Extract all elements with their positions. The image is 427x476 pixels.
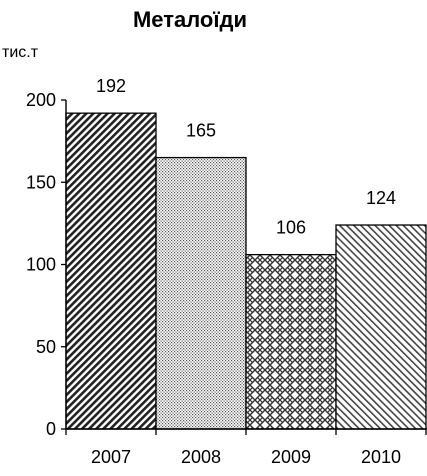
- x-ticks-group: 2007 2008 2009 2010: [65, 429, 427, 467]
- x-tick-label-2008: 2008: [181, 447, 221, 467]
- bar-2008: [155, 156, 247, 430]
- x-tick-label-2009: 2009: [271, 447, 311, 467]
- y-axis-unit-label: тис.т: [2, 44, 39, 61]
- y-tick-label-0: 0: [46, 419, 56, 439]
- bar-2010: [335, 224, 427, 430]
- bar-2007: [65, 112, 157, 430]
- x-tick-label-2007: 2007: [91, 447, 131, 467]
- y-tick-label-50: 50: [36, 337, 56, 357]
- data-labels-group: 192 165 106 124: [96, 76, 396, 237]
- x-tick-label-2010: 2010: [361, 447, 401, 467]
- bars-group: [65, 112, 427, 430]
- y-tick-label-150: 150: [26, 172, 56, 192]
- bar-2009: [245, 253, 337, 430]
- data-label-2007: 192: [96, 76, 126, 96]
- chart-title: Металоїди: [133, 7, 247, 32]
- y-tick-label-100: 100: [26, 255, 56, 275]
- y-tick-label-200: 200: [26, 90, 56, 110]
- data-label-2010: 124: [366, 188, 396, 208]
- data-label-2008: 165: [186, 121, 216, 141]
- y-ticks-group: 0 50 100 150 200: [26, 90, 66, 439]
- data-label-2009: 106: [276, 218, 306, 238]
